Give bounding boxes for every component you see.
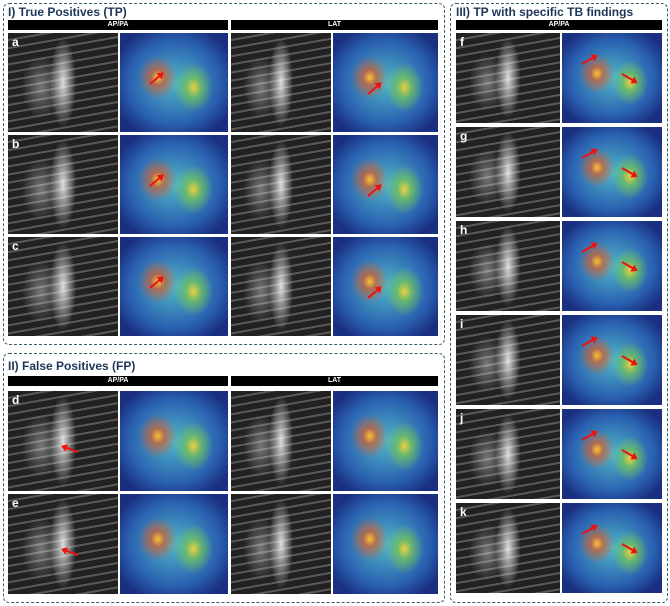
heatmap-ap-pa [120, 237, 228, 336]
heatmap-ap-pa [562, 503, 662, 593]
panel-tb-findings [450, 3, 668, 603]
heatmap-ap-pa [562, 127, 662, 217]
arrow-annotation [367, 82, 381, 95]
row-label: g [460, 129, 468, 143]
row-label: f [460, 35, 464, 49]
xray-ap-pa: k [456, 503, 560, 593]
arrow-annotation [367, 286, 381, 299]
heatmap-lat [333, 494, 438, 594]
row-label: a [12, 35, 19, 49]
heatmap-ap-pa [120, 494, 228, 594]
row-label: b [12, 137, 20, 151]
arrow-annotation [581, 337, 597, 347]
heatmap-ap-pa [120, 135, 228, 234]
header-ap-pa: AP/PA [456, 20, 662, 30]
arrow-annotation [581, 525, 597, 535]
row-label: c [12, 239, 19, 253]
arrow-annotation [149, 276, 163, 289]
arrow-annotation [581, 149, 597, 159]
heatmap-ap-pa [120, 33, 228, 132]
arrow-annotation [581, 431, 597, 441]
xray-ap-pa: b [8, 135, 118, 234]
row-label: i [460, 317, 464, 331]
arrow-annotation [621, 449, 637, 459]
panel-false-positives [3, 353, 445, 603]
arrow-annotation [621, 73, 637, 83]
header-lat: LAT [231, 20, 438, 30]
xray-ap-pa: i [456, 315, 560, 405]
heatmap-ap-pa [562, 33, 662, 123]
arrow-annotation [149, 174, 163, 187]
header-ap-pa: AP/PA [8, 20, 228, 30]
row-label: d [12, 393, 20, 407]
xray-ap-pa: d [8, 391, 118, 491]
xray-ap-pa: e [8, 494, 118, 594]
panel-title-tb: III) TP with specific TB findings [456, 5, 634, 19]
heatmap-lat [333, 237, 438, 336]
arrow-annotation [621, 167, 637, 177]
arrow-annotation [621, 261, 637, 271]
heatmap-ap-pa [562, 221, 662, 311]
heatmap-ap-pa [562, 409, 662, 499]
xray-ap-pa: a [8, 33, 118, 132]
arrow-annotation [367, 184, 381, 197]
row-label: j [460, 411, 464, 425]
arrow-annotation [62, 548, 79, 556]
xray-lat [231, 237, 331, 336]
arrow-annotation [621, 543, 637, 553]
xray-lat [231, 391, 331, 491]
xray-lat [231, 33, 331, 132]
panel-title-fp: II) False Positives (FP) [8, 359, 136, 373]
panel-title-tp: I) True Positives (TP) [8, 5, 127, 19]
heatmap-lat [333, 391, 438, 491]
xray-ap-pa: h [456, 221, 560, 311]
arrow-annotation [149, 72, 163, 85]
arrow-annotation [621, 355, 637, 365]
header-lat: LAT [231, 376, 438, 386]
heatmap-ap-pa [120, 391, 228, 491]
heatmap-ap-pa [562, 315, 662, 405]
row-label: k [460, 505, 467, 519]
row-label: h [460, 223, 468, 237]
xray-ap-pa: c [8, 237, 118, 336]
panel-true-positives [3, 3, 445, 345]
xray-ap-pa: f [456, 33, 560, 123]
header-ap-pa: AP/PA [8, 376, 228, 386]
arrow-annotation [581, 55, 597, 65]
xray-ap-pa: g [456, 127, 560, 217]
xray-lat [231, 135, 331, 234]
arrow-annotation [581, 243, 597, 253]
xray-ap-pa: j [456, 409, 560, 499]
row-label: e [12, 496, 19, 510]
heatmap-lat [333, 135, 438, 234]
xray-lat [231, 494, 331, 594]
heatmap-lat [333, 33, 438, 132]
arrow-annotation [62, 445, 79, 453]
